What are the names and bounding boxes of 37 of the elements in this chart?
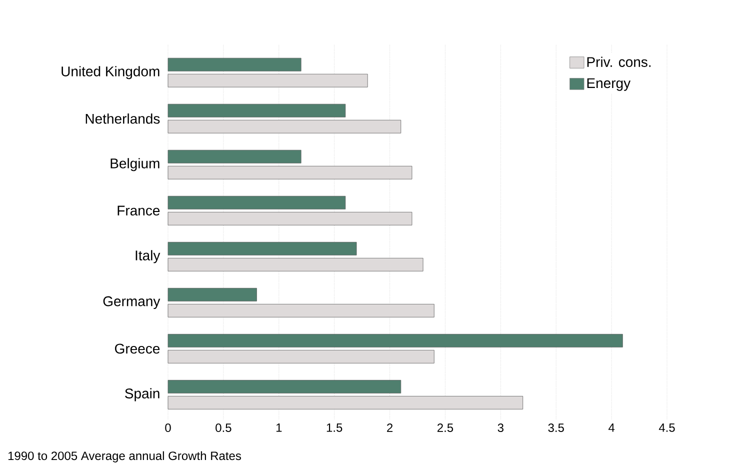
bar [168, 350, 434, 364]
bar [168, 58, 302, 72]
x-tick-label: 1 [276, 424, 282, 432]
text: 1990 to 2005 Average annual Growth Rates [8, 451, 241, 462]
bar [168, 258, 424, 272]
y-tick-label: Italy [136, 250, 160, 264]
x-tick-label: 4.5 [658, 424, 675, 432]
x-tick-label: 0 [165, 424, 171, 432]
y-tick-label: Spain [125, 388, 160, 402]
y-tick-label: France [118, 206, 160, 216]
y-tick-label: Germany [103, 296, 160, 309]
y-tick-label: Greece [115, 344, 160, 354]
y-tick-label: Netherlands [86, 113, 160, 124]
bar [168, 196, 346, 210]
bar [168, 74, 368, 88]
bar [168, 150, 302, 164]
bar [168, 396, 524, 410]
x-tick-label: 2 [387, 424, 393, 432]
bar [168, 104, 346, 118]
legend-label: Priv. cons. [587, 56, 651, 67]
bar [168, 212, 412, 226]
bar [168, 166, 412, 180]
y-tick-label: United Kingdom [62, 66, 160, 80]
bar [168, 334, 623, 348]
bar [168, 288, 257, 302]
legend-label: Energy [587, 78, 631, 91]
bar [168, 304, 434, 318]
x-tick-label: 1.5 [326, 424, 342, 432]
x-tick-label: 3 [498, 424, 504, 432]
x-tick-label: 4 [608, 424, 615, 432]
x-tick-label: 0.5 [216, 424, 232, 432]
y-tick-label: Belgium [110, 158, 160, 172]
bar [168, 120, 402, 134]
bar [168, 380, 402, 394]
x-tick-label: 3.5 [548, 424, 564, 432]
x-tick-label: 2.5 [437, 424, 454, 432]
bar [168, 242, 357, 256]
